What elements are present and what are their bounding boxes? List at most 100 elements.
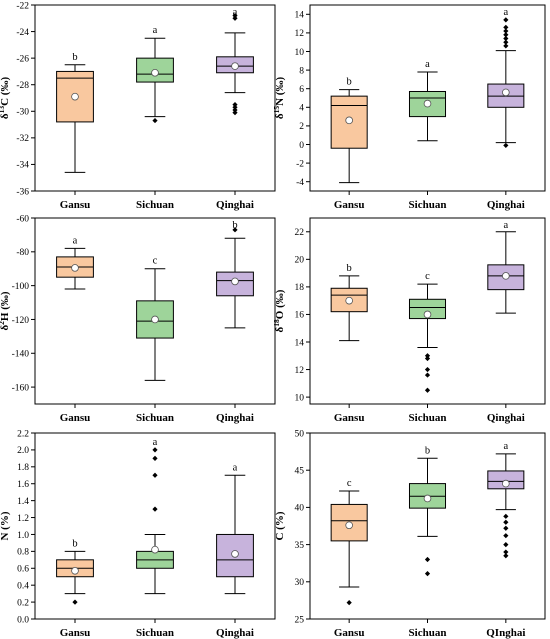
y-tick-label: 6 <box>299 85 304 95</box>
category-label: Sichuan <box>409 199 447 211</box>
box-sichuan: Sichuan c <box>136 256 174 424</box>
outlier-point <box>424 372 431 378</box>
category-label: Qinghai <box>216 199 254 211</box>
significance-letter: c <box>153 256 158 267</box>
outlier-point <box>503 533 509 539</box>
box-gansu: Gansu b <box>330 263 368 424</box>
category-label: Sichuan <box>409 627 447 639</box>
outlier-point <box>232 102 238 108</box>
y-tick-label: 16 <box>295 311 305 321</box>
mean-marker <box>151 68 159 77</box>
y-tick-label: 20 <box>295 256 305 266</box>
mean-marker <box>151 545 159 554</box>
outlier-point <box>503 39 509 45</box>
significance-letter: b <box>232 220 237 231</box>
y-tick-label: -30 <box>16 108 29 118</box>
chart-panel-3: -160 -140 -120 -100 -80 -60 δ2H (‰) Gansu a Sichu… <box>0 214 276 424</box>
chart-panel-6: 25 30 35 40 45 50 C (%) Gansu c Sichuan b QInghai a <box>274 429 546 639</box>
outlier-point <box>424 353 431 359</box>
category-label: Gansu <box>60 199 91 211</box>
y-tick-label: -22 <box>16 1 29 11</box>
y-tick-label: 22 <box>295 228 305 238</box>
y-tick-label: 2 <box>299 122 304 132</box>
outlier-point <box>503 142 509 149</box>
chart-panel-5: 0.0 0.2 0.4 0.6 0.8 1.0 1.2 1.4 1.6 1.8 2.0 2.2 N (%… <box>0 429 276 639</box>
y-axis-label: C (%) <box>274 511 286 540</box>
significance-letter: b <box>425 445 430 456</box>
y-tick-label: 18 <box>295 283 305 293</box>
significance-letter: c <box>425 271 430 282</box>
y-tick-label: 2.0 <box>17 446 29 456</box>
significance-letter: a <box>503 441 508 452</box>
y-tick-label: 10 <box>295 48 305 58</box>
mean-marker <box>423 99 432 108</box>
outlier-point <box>72 599 78 605</box>
box-gansu: Gansu b <box>56 538 94 639</box>
outlier-point <box>232 15 238 21</box>
outlier-point <box>232 104 238 110</box>
y-tick-label: 40 <box>295 504 305 514</box>
y-axis-label: δ18O (‰) <box>272 289 286 332</box>
chart-panel-4: 10 12 14 16 18 20 22 δ18O (‰) Gansu b Sichuan c Qing… <box>272 217 546 424</box>
outlier-point <box>503 542 509 548</box>
outlier-point <box>503 513 509 519</box>
significance-letter: a <box>153 437 158 448</box>
y-tick-label: -140 <box>12 350 30 360</box>
category-label: Gansu <box>334 199 365 211</box>
significance-letter: a <box>233 7 238 18</box>
y-tick-label: 12 <box>295 29 305 39</box>
y-tick-label: 30 <box>295 578 305 588</box>
box-gansu: Gansu a <box>56 235 94 424</box>
box-sichuan: Sichuan a <box>136 437 174 639</box>
y-tick-label: -120 <box>12 316 30 326</box>
category-label: QInghai <box>486 627 525 639</box>
mean-marker <box>423 494 432 503</box>
significance-letter: a <box>233 462 238 473</box>
box-qinghai: Qinghai a <box>216 462 254 639</box>
y-tick-label: 10 <box>295 393 305 403</box>
box-qinghai: Qinghai a <box>487 7 525 211</box>
box-sichuan: Sichuan c <box>409 271 447 424</box>
significance-letter: b <box>347 77 352 88</box>
box-sichuan: Sichuan a <box>409 59 447 211</box>
y-tick-label: 0.0 <box>17 615 29 625</box>
mean-marker <box>71 92 79 101</box>
y-tick-label: 0.6 <box>17 565 29 575</box>
outlier-point <box>503 35 509 42</box>
y-tick-label: 45 <box>295 467 305 477</box>
y-tick-label: 1.4 <box>17 497 29 507</box>
mean-marker <box>231 277 239 286</box>
y-tick-label: -34 <box>16 161 29 171</box>
y-tick-label: 0.8 <box>17 548 29 558</box>
y-tick-label: -160 <box>12 383 30 393</box>
y-tick-label: 1.6 <box>17 480 29 490</box>
category-label: Qinghai <box>487 199 525 211</box>
y-tick-label: 1.0 <box>17 531 29 541</box>
outlier-point <box>424 556 431 563</box>
mean-marker <box>423 310 432 319</box>
category-label: Gansu <box>60 412 91 424</box>
outlier-point <box>232 13 238 19</box>
outlier-point <box>503 24 509 30</box>
y-tick-label: 2.2 <box>17 429 29 439</box>
y-tick-label: 14 <box>295 11 305 21</box>
outlier-point <box>424 387 431 393</box>
y-axis-label: N (%) <box>0 511 11 540</box>
y-tick-label: 12 <box>295 366 305 376</box>
outlier-point <box>152 455 158 461</box>
chart-panel-1: -36 -34 -32 -30 -28 -26 -24 -22 δ13C (‰) Gansu b Si… <box>0 1 276 211</box>
mean-marker <box>345 296 353 305</box>
y-tick-label: 8 <box>299 66 304 76</box>
y-axis-label: δ2H (‰) <box>0 291 11 330</box>
outlier-point <box>232 227 238 233</box>
category-label: Sichuan <box>409 412 447 424</box>
y-tick-label: -24 <box>16 28 29 38</box>
outlier-point <box>152 472 158 478</box>
outlier-point <box>503 519 509 525</box>
box-qinghai: Qinghai a <box>216 7 254 211</box>
y-tick-label: -80 <box>16 248 29 258</box>
category-label: Qinghai <box>216 627 254 639</box>
mean-marker <box>345 521 353 530</box>
